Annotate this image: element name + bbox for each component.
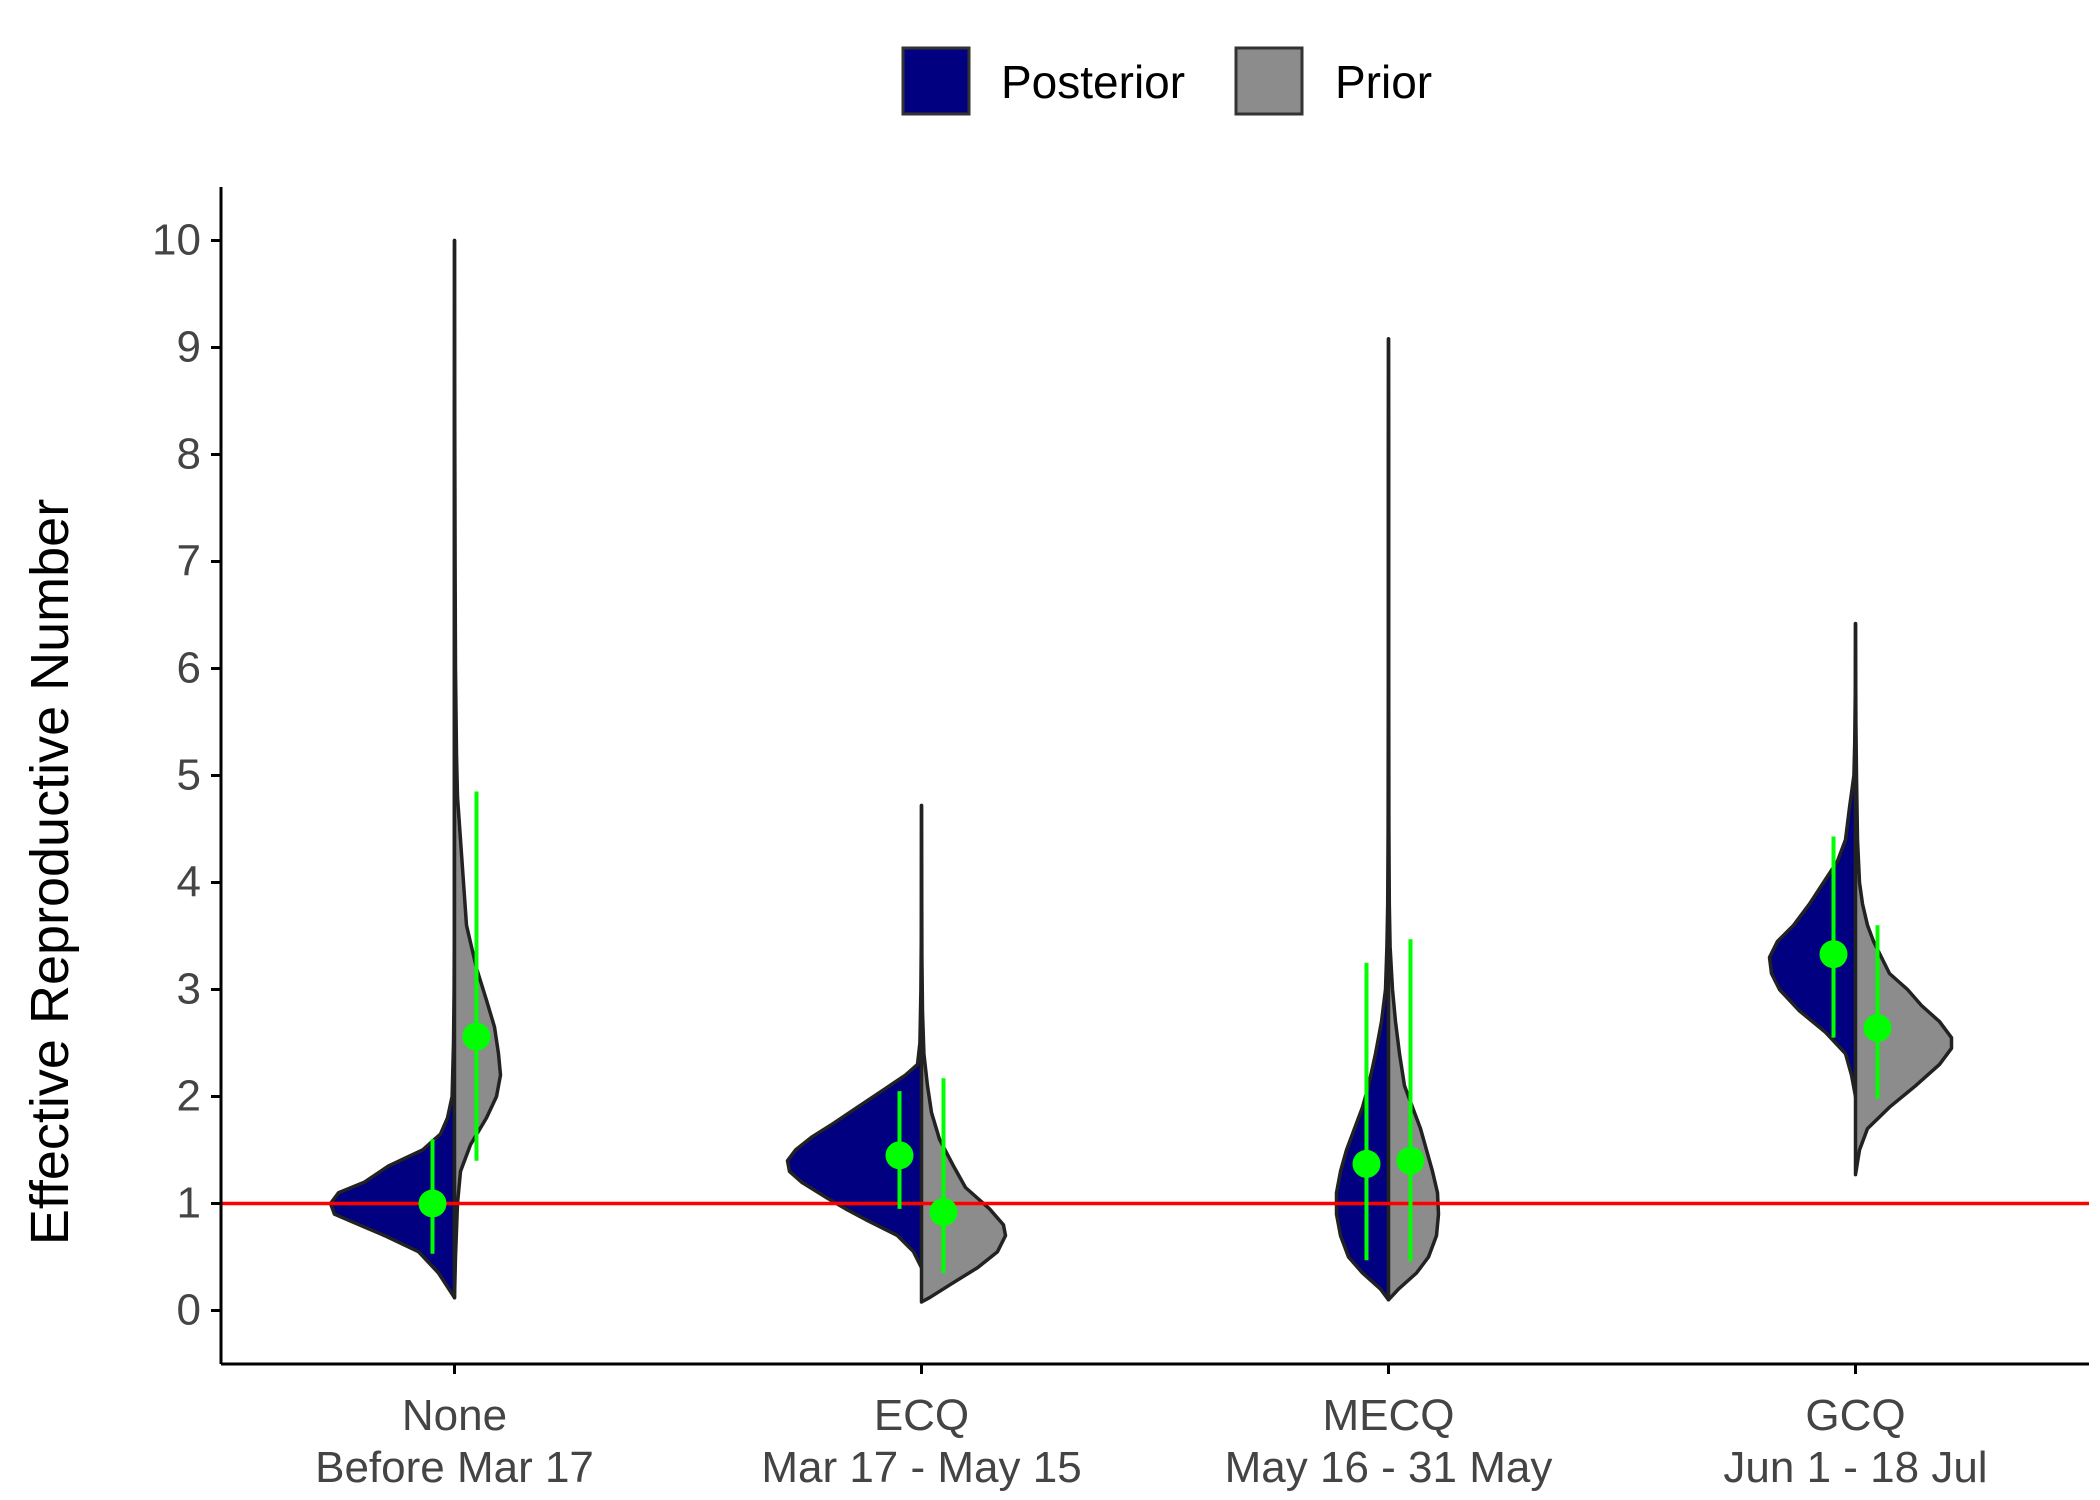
y-axis-ticks: 0 1 2 3 4 5 6 7 8 9 10 <box>152 216 221 1335</box>
violin-right <box>919 803 1008 1304</box>
x-tick-label-line1: MECQ <box>1323 1391 1455 1440</box>
x-tick-label-line1: ECQ <box>874 1391 969 1440</box>
y-tick-label: 5 <box>177 751 201 800</box>
median-point <box>462 1022 491 1051</box>
median-point <box>418 1189 447 1218</box>
legend-swatch-posterior <box>901 46 971 116</box>
y-tick-label: 6 <box>177 644 201 693</box>
y-tick-label: 1 <box>177 1179 201 1228</box>
y-tick-label: 0 <box>177 1286 201 1335</box>
x-tick-label-line2: Mar 17 - May 15 <box>761 1443 1081 1492</box>
y-tick-label: 7 <box>177 537 201 586</box>
axes <box>219 187 2089 1366</box>
x-tick-label-line1: GCQ <box>1805 1391 1905 1440</box>
median-point <box>1819 940 1848 969</box>
legend-swatch-prior <box>1234 46 1304 116</box>
x-tick-label-line2: Before Mar 17 <box>315 1443 594 1492</box>
y-tick-label: 8 <box>177 430 201 479</box>
y-tick-label: 9 <box>177 323 201 372</box>
violin-left <box>1767 621 1858 1099</box>
y-axis-label: Effective Reproductive Number <box>20 499 80 1245</box>
x-tick-label-line2: Jun 1 - 18 Jul <box>1723 1443 1987 1492</box>
y-tick-label: 3 <box>177 965 201 1014</box>
legend: Posterior Prior <box>901 46 1432 116</box>
violin-right <box>1853 621 1954 1177</box>
violins <box>328 238 1954 1304</box>
median-point <box>929 1198 958 1227</box>
legend-label-prior: Prior <box>1335 56 1432 108</box>
y-tick-label: 2 <box>177 1072 201 1121</box>
median-point <box>1863 1014 1892 1043</box>
y-tick-label: 10 <box>152 216 201 265</box>
violin-left <box>328 238 457 1300</box>
median-point <box>1352 1149 1381 1178</box>
y-tick-label: 4 <box>177 858 201 907</box>
x-tick-label-line1: None <box>402 1391 507 1440</box>
x-tick-label-line2: May 16 - 31 May <box>1225 1443 1553 1492</box>
median-point <box>885 1141 914 1170</box>
legend-label-posterior: Posterior <box>1001 56 1185 108</box>
intervals <box>418 791 1892 1274</box>
median-point <box>1396 1146 1425 1175</box>
